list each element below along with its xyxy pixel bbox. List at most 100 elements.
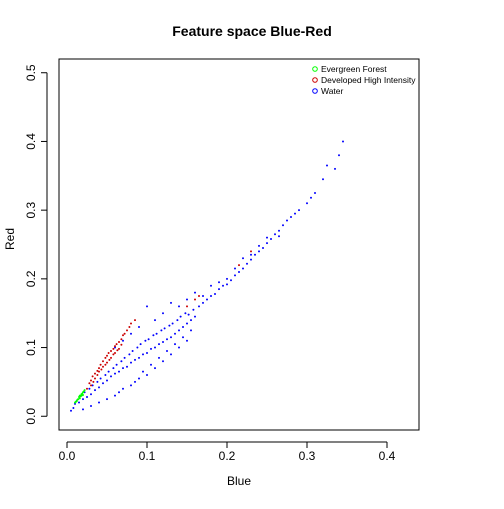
data-point bbox=[178, 346, 180, 349]
data-point bbox=[86, 396, 88, 399]
data-point bbox=[110, 356, 112, 359]
data-point bbox=[154, 319, 156, 322]
data-point bbox=[238, 264, 240, 267]
data-point bbox=[150, 363, 152, 366]
data-point bbox=[194, 315, 196, 318]
data-point bbox=[94, 389, 96, 392]
data-point bbox=[258, 244, 260, 247]
data-point bbox=[171, 322, 174, 325]
data-point bbox=[179, 315, 182, 318]
data-point bbox=[90, 404, 92, 407]
data-point bbox=[184, 312, 187, 315]
data-point bbox=[131, 349, 134, 352]
series-developed-high-intensity bbox=[86, 250, 252, 390]
data-point bbox=[190, 329, 192, 332]
x-tick-label: 0.1 bbox=[139, 449, 156, 463]
legend-marker bbox=[312, 77, 318, 83]
data-point bbox=[182, 336, 184, 339]
data-point bbox=[266, 242, 268, 245]
data-point bbox=[142, 370, 144, 373]
data-point bbox=[98, 386, 100, 389]
data-point bbox=[82, 393, 84, 396]
data-point bbox=[138, 325, 140, 328]
data-point bbox=[80, 394, 83, 397]
data-point bbox=[98, 401, 100, 404]
data-point bbox=[322, 178, 324, 181]
data-point bbox=[99, 377, 102, 380]
data-point bbox=[99, 363, 102, 366]
legend-marker bbox=[312, 66, 318, 72]
data-point bbox=[134, 358, 136, 361]
data-point bbox=[192, 308, 195, 311]
data-point bbox=[198, 295, 200, 298]
data-point bbox=[187, 313, 190, 316]
data-point bbox=[270, 238, 272, 240]
data-point bbox=[338, 154, 340, 157]
data-point bbox=[130, 332, 132, 335]
data-point bbox=[186, 305, 188, 308]
series-evergreen-forest bbox=[74, 389, 86, 404]
data-point bbox=[210, 284, 212, 287]
y-tick-label: 0.5 bbox=[24, 64, 38, 81]
data-point bbox=[278, 235, 280, 238]
data-point bbox=[118, 391, 120, 394]
data-point bbox=[76, 398, 79, 401]
data-point bbox=[194, 291, 196, 294]
data-point bbox=[218, 288, 220, 291]
x-tick-label: 0.0 bbox=[59, 449, 76, 463]
data-point bbox=[112, 347, 115, 350]
data-point bbox=[186, 322, 188, 325]
legend-label: Developed High Intensity bbox=[321, 75, 416, 85]
data-point bbox=[194, 298, 196, 301]
data-point bbox=[162, 341, 164, 344]
data-point bbox=[118, 347, 120, 350]
data-point bbox=[122, 367, 124, 370]
data-point bbox=[90, 379, 92, 382]
data-point bbox=[108, 358, 111, 361]
legend-marker bbox=[312, 88, 318, 94]
data-point bbox=[104, 374, 107, 377]
data-point bbox=[174, 343, 176, 346]
data-point bbox=[123, 332, 126, 335]
data-point bbox=[234, 267, 236, 270]
data-point bbox=[266, 236, 268, 239]
data-point bbox=[114, 394, 116, 397]
data-point bbox=[178, 329, 180, 332]
data-point bbox=[120, 338, 123, 341]
data-point bbox=[152, 334, 155, 337]
data-point bbox=[90, 393, 92, 396]
data-point bbox=[82, 390, 85, 393]
y-tick-label: 0.1 bbox=[24, 339, 38, 356]
data-point bbox=[314, 191, 316, 194]
data-point bbox=[116, 349, 119, 352]
data-point bbox=[176, 319, 179, 322]
data-point bbox=[107, 370, 110, 373]
data-point bbox=[98, 370, 100, 373]
data-point bbox=[92, 380, 95, 383]
data-point bbox=[246, 262, 248, 265]
data-point bbox=[214, 292, 216, 295]
data-point bbox=[146, 305, 148, 308]
data-point bbox=[222, 284, 224, 287]
data-point bbox=[136, 346, 139, 349]
data-point bbox=[274, 233, 276, 236]
data-point bbox=[120, 343, 123, 346]
data-point bbox=[155, 332, 158, 335]
data-point bbox=[139, 343, 142, 346]
data-point bbox=[96, 380, 99, 383]
data-point bbox=[294, 212, 296, 215]
data-point bbox=[130, 361, 132, 364]
data-point bbox=[286, 219, 288, 222]
data-point bbox=[202, 301, 204, 304]
data-point bbox=[126, 329, 128, 332]
data-point bbox=[118, 370, 120, 373]
data-point bbox=[342, 140, 344, 143]
data-point bbox=[134, 319, 136, 322]
data-point bbox=[202, 295, 204, 298]
data-point bbox=[166, 349, 168, 352]
data-point bbox=[106, 398, 108, 401]
data-point bbox=[114, 352, 116, 355]
